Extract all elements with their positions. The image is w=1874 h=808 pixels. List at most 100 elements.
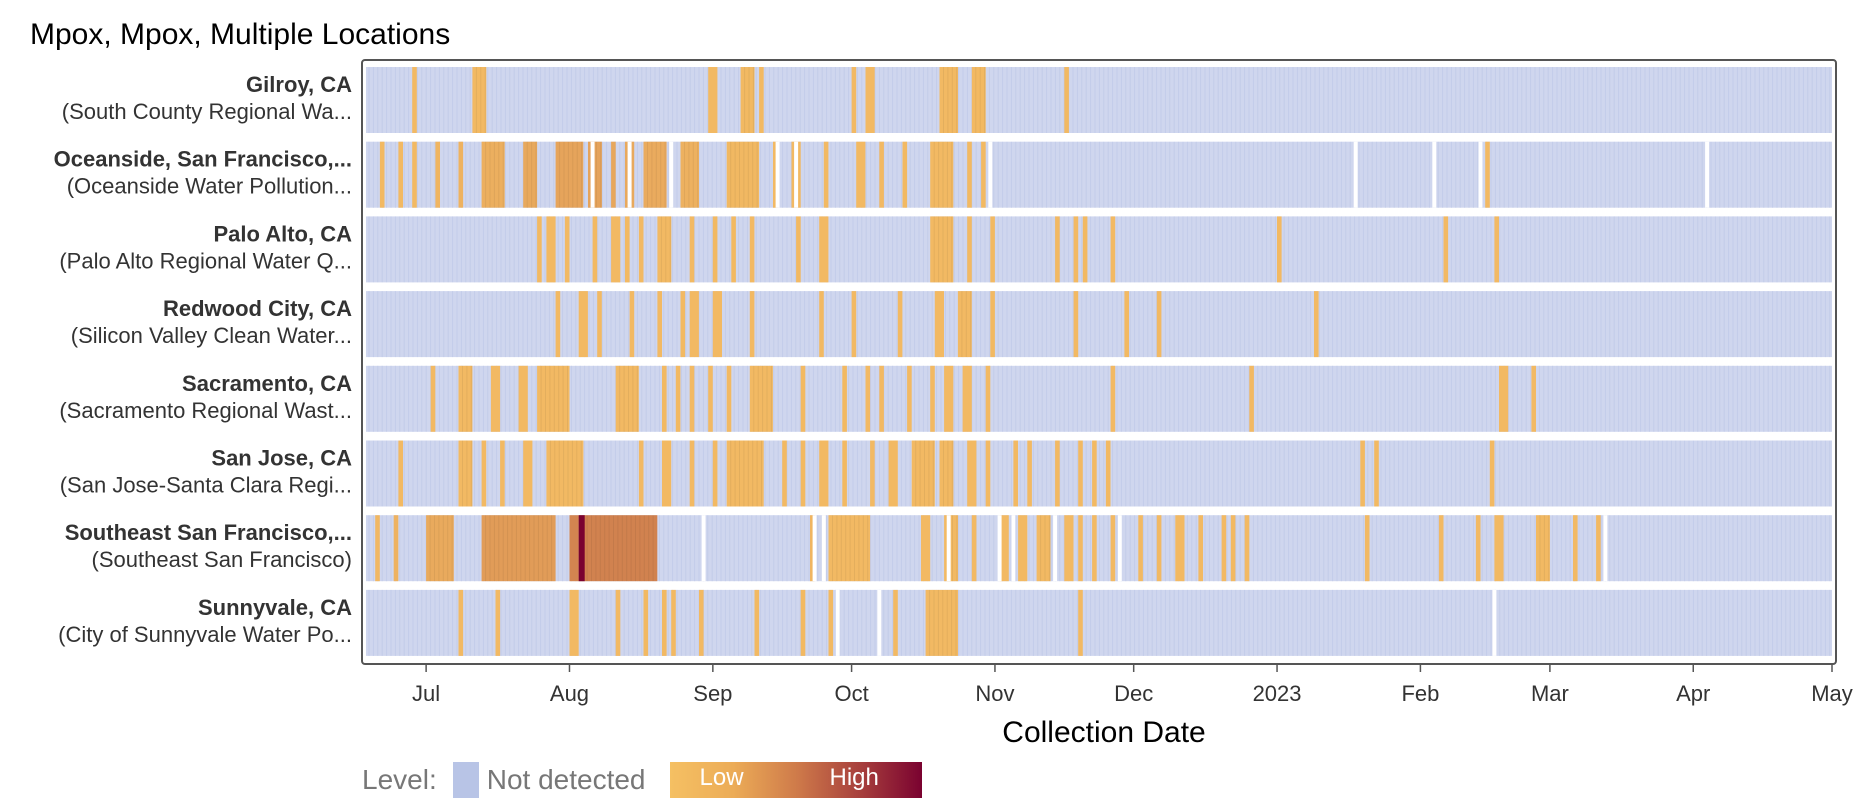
detection-texture [730,141,758,208]
detection-cell [1596,515,1601,582]
detection-texture [832,515,869,582]
detection-cell [1092,440,1097,507]
detection-cell [851,67,857,133]
detection-cell [638,440,644,507]
sample-grid [368,216,1831,283]
detection-cell [944,365,954,432]
row-label: Southeast San Francisco,...(Southeast Sa… [65,520,352,572]
detection-cell [1078,589,1083,656]
row-label: Sacramento, CA(Sacramento Regional Wast.… [59,371,352,423]
detection-cell [680,141,699,208]
detection-cell [708,67,718,133]
detection-cell [726,141,760,208]
detection-cell [1073,291,1079,358]
detection-cell [458,440,473,507]
detection-cell [1073,216,1079,283]
detection-cell [1230,515,1236,582]
detection-cell [490,365,501,432]
missing-sample-gap [835,589,840,656]
detection-cell [481,440,487,507]
detection-texture [559,141,583,208]
x-tick-label: Jul [412,681,440,706]
row-location-name: Southeast San Francisco,... [65,520,352,545]
detection-cell [379,141,385,208]
detection-cell [1244,515,1250,582]
detection-cell [662,365,667,432]
detection-cell [629,291,635,358]
missing-sample-gap [1353,141,1358,208]
row-site-name: (San Jose-Santa Clara Regi... [60,473,352,498]
row-location-name: Sunnyvale, CA [198,595,352,620]
detection-cell [1573,515,1578,582]
x-tick-label: Dec [1114,681,1153,706]
missing-sample-gap [1011,515,1016,582]
detection-cell [990,216,995,283]
detection-cell [671,589,676,656]
row-label: Oceanside, San Francisco,...(Oceanside W… [54,147,352,199]
row-site-name: (Sacramento Regional Wast... [59,398,352,423]
row-label: Palo Alto, CA(Palo Alto Regional Water Q… [59,221,352,273]
legend-not-detected-swatch [452,762,479,798]
detection-cell [689,216,695,283]
detection-cell [1027,440,1032,507]
detection-cell [1374,440,1379,507]
detection-cell [500,440,505,507]
detection-cell [435,141,440,208]
x-axis: Jul Aug Sep Oct Nov Dec 2023 Feb Mar Apr May [412,664,1853,706]
detection-cell [1036,515,1051,582]
detection-texture [1539,515,1550,582]
detection-cell [957,291,972,358]
detection-cell [458,589,464,656]
detection-cell [1156,515,1162,582]
detection-cell [555,141,584,208]
missing-sample-gap [669,141,674,208]
detection-cell [930,365,935,432]
missing-sample-gap [812,515,817,582]
detection-cell [842,440,847,507]
x-tick-label: Sep [693,681,732,706]
heatmap-row [366,67,1832,133]
detection-cell [689,440,695,507]
detection-cell [611,216,621,283]
plot-frame [361,59,1837,665]
detection-cell [759,67,764,133]
detection-cell [1489,440,1495,507]
detection-cell [537,365,570,432]
detection-texture [619,365,638,432]
detection-cell [546,440,584,507]
heatmap-row [366,141,1832,208]
detection-cell [398,141,403,208]
x-axis-title: Collection Date [1002,716,1205,749]
detection-cell [810,515,815,582]
detection-cell [1364,515,1370,582]
missing-sample-gap [1705,141,1710,208]
detection-cell [985,365,991,432]
detection-cell [393,515,399,582]
detection-cell [657,291,662,358]
detection-cell [828,589,834,656]
detection-texture [647,141,666,208]
detection-cell [699,589,704,656]
detection-cell [1110,515,1116,582]
detection-cell [1082,216,1088,283]
detection-texture [462,365,472,432]
detection-cell [967,216,972,283]
legend-color-ramp: Low High [669,762,922,798]
missing-sample-gap [988,141,993,208]
detection-cell [879,141,884,208]
legend-not-detected-label: Not detected [486,764,646,795]
detection-cell [981,141,986,208]
detection-cell [1499,365,1509,432]
detection-cell [643,589,649,656]
missing-sample-gap [701,515,706,582]
detection-cell [592,216,598,283]
row-location-name: Palo Alto, CA [213,221,352,246]
row-site-name: (Southeast San Francisco) [92,547,352,572]
detection-texture [485,515,553,582]
detection-cell [819,291,824,358]
row-label: Sunnyvale, CA(City of Sunnyvale Water Po… [58,595,352,647]
detection-cell [944,515,958,582]
detection-cell [680,291,686,358]
missing-sample-gap [1478,141,1483,208]
detection-cell [819,216,829,283]
